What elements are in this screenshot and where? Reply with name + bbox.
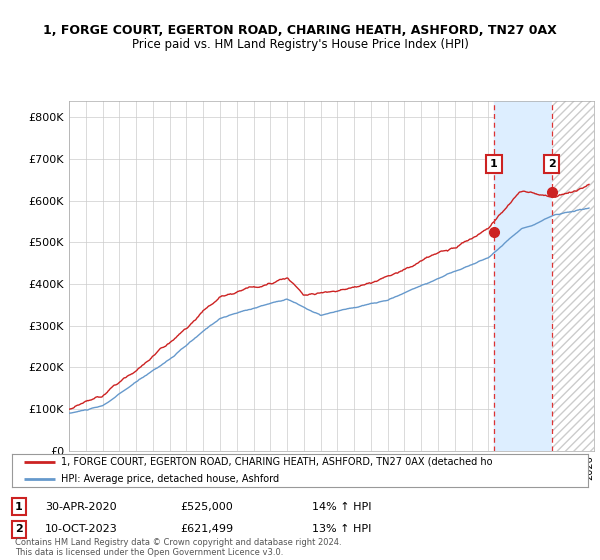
Text: 13% ↑ HPI: 13% ↑ HPI — [312, 524, 371, 534]
Text: HPI: Average price, detached house, Ashford: HPI: Average price, detached house, Ashf… — [61, 474, 279, 484]
Bar — [494, 101, 552, 451]
Text: 1: 1 — [490, 159, 498, 169]
Text: 2: 2 — [548, 159, 556, 169]
Text: £525,000: £525,000 — [180, 502, 233, 512]
Text: Price paid vs. HM Land Registry's House Price Index (HPI): Price paid vs. HM Land Registry's House … — [131, 38, 469, 52]
Text: Contains HM Land Registry data © Crown copyright and database right 2024.
This d: Contains HM Land Registry data © Crown c… — [15, 538, 341, 557]
Text: 30-APR-2020: 30-APR-2020 — [45, 502, 116, 512]
Text: 1: 1 — [15, 502, 23, 512]
Bar — [552, 101, 594, 451]
Text: 2: 2 — [15, 524, 23, 534]
Text: 1, FORGE COURT, EGERTON ROAD, CHARING HEATH, ASHFORD, TN27 0AX: 1, FORGE COURT, EGERTON ROAD, CHARING HE… — [43, 24, 557, 38]
Text: 14% ↑ HPI: 14% ↑ HPI — [312, 502, 371, 512]
Text: 10-OCT-2023: 10-OCT-2023 — [45, 524, 118, 534]
Bar — [552, 101, 594, 451]
Text: £621,499: £621,499 — [180, 524, 233, 534]
Text: 1, FORGE COURT, EGERTON ROAD, CHARING HEATH, ASHFORD, TN27 0AX (detached ho: 1, FORGE COURT, EGERTON ROAD, CHARING HE… — [61, 457, 493, 467]
